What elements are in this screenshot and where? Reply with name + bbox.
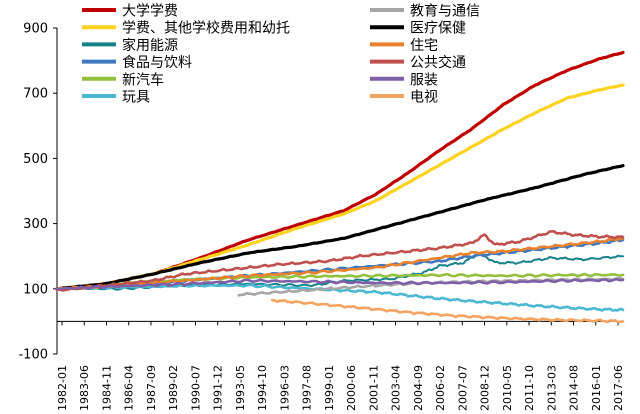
x-tick-label: 2003-04 xyxy=(390,365,403,411)
legend-label: 教育与通信 xyxy=(410,4,480,20)
x-tick-label: 2000-06 xyxy=(345,365,358,411)
legend-label: 玩具 xyxy=(122,90,150,106)
legend-label: 医疗保健 xyxy=(410,21,466,37)
x-tick-label: 1989-02 xyxy=(167,365,180,411)
y-tick-label: 500 xyxy=(23,152,48,167)
x-tick-label: 1997-08 xyxy=(301,365,314,411)
series-line-12 xyxy=(270,298,625,324)
y-tick-label: 100 xyxy=(23,282,48,297)
x-tick-label: 1990-07 xyxy=(189,365,202,411)
y-axis: -100 100 300 500 700 900 xyxy=(18,22,58,363)
x-tick-label: 1993-05 xyxy=(234,365,247,411)
x-tick-label: 2001-11 xyxy=(367,365,380,411)
x-tick-label: 2008-12 xyxy=(479,365,492,411)
x-tick-label: 2004-09 xyxy=(412,365,425,411)
x-tick-label: 2013-03 xyxy=(545,365,558,411)
series-line-10 xyxy=(55,230,625,292)
y-tick-label: 700 xyxy=(23,87,48,102)
series-layer xyxy=(55,50,625,324)
x-tick-label: 1996-03 xyxy=(278,365,291,411)
series-line-9 xyxy=(55,237,625,291)
legend-label: 公共交通 xyxy=(410,54,466,71)
x-tick-label: 2007-07 xyxy=(456,365,469,411)
legend-label: 住宅 xyxy=(410,38,438,54)
x-tick-label: 2017-06 xyxy=(612,365,625,411)
x-tick-label: 1986-04 xyxy=(123,365,136,411)
x-tick-label: 1982-01 xyxy=(56,365,69,411)
x-tick-label: 1987-09 xyxy=(145,365,158,411)
x-tick-label: 1984-11 xyxy=(100,365,113,411)
series-line-8 xyxy=(55,164,625,291)
legend-label: 服装 xyxy=(410,72,438,88)
x-axis: 1982-01 1983-06 1984-11 1986-04 1987-09 1989-… xyxy=(56,320,625,411)
series-line-4 xyxy=(55,238,625,291)
x-tick-label: 1999-01 xyxy=(323,365,336,411)
series-line-6 xyxy=(55,283,625,312)
y-tick-label: 900 xyxy=(23,22,48,37)
legend-label: 食品与饮料 xyxy=(122,54,192,71)
x-tick-label: 1991-12 xyxy=(212,365,225,411)
legend-label: 电视 xyxy=(410,90,438,106)
series-line-11 xyxy=(55,277,625,291)
x-tick-label: 2016-01 xyxy=(590,365,603,411)
legend-label: 大学学费 xyxy=(122,4,178,20)
y-tick-label: -100 xyxy=(18,348,48,363)
x-tick-label: 2006-02 xyxy=(434,365,447,411)
legend-label: 学费、其他学校费用和幼托 xyxy=(122,20,290,37)
x-tick-label: 2011-10 xyxy=(523,365,536,411)
legend-label: 新汽车 xyxy=(122,71,164,88)
x-tick-label: 2014-08 xyxy=(568,365,581,411)
x-tick-label: 1983-06 xyxy=(78,365,91,411)
legend-label: 家用能源 xyxy=(122,37,178,54)
y-tick-label: 300 xyxy=(23,217,48,232)
x-tick-label: 1994-10 xyxy=(256,365,269,411)
x-tick-label: 2010-05 xyxy=(501,365,514,411)
